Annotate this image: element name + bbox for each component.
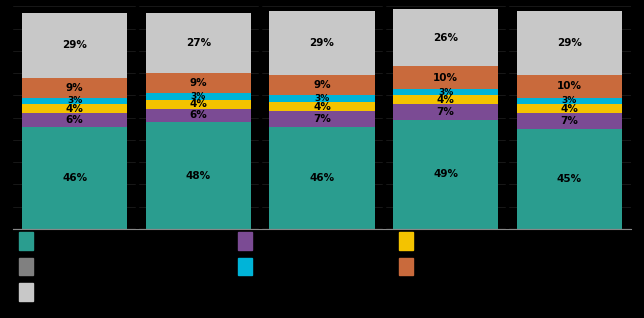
Bar	[516, 104, 622, 113]
Bar	[146, 73, 251, 93]
Text: 29%: 29%	[557, 38, 582, 48]
Bar	[22, 13, 128, 78]
Bar	[22, 127, 128, 229]
Text: 29%: 29%	[62, 40, 87, 50]
Bar	[146, 109, 251, 122]
Bar	[516, 98, 622, 104]
Text: 7%: 7%	[560, 116, 578, 126]
Bar	[516, 113, 622, 129]
Bar	[22, 98, 128, 104]
Text: 46%: 46%	[309, 173, 335, 183]
Text: 29%: 29%	[310, 38, 334, 48]
Text: 9%: 9%	[189, 78, 207, 88]
Bar	[146, 122, 251, 229]
Bar	[516, 129, 622, 229]
Text: 49%: 49%	[433, 169, 458, 179]
Bar	[22, 78, 128, 98]
Text: 45%: 45%	[556, 174, 582, 184]
Bar	[393, 9, 498, 66]
Text: 9%: 9%	[66, 83, 84, 93]
Bar	[146, 93, 251, 100]
Text: 6%: 6%	[189, 110, 207, 121]
Text: 7%: 7%	[313, 114, 331, 124]
Bar	[269, 75, 375, 95]
Text: 4%: 4%	[560, 104, 578, 114]
Text: 3%: 3%	[67, 96, 82, 106]
Bar	[22, 104, 128, 113]
Text: 4%: 4%	[189, 99, 207, 109]
Bar	[146, 13, 251, 73]
Bar	[22, 113, 128, 127]
Bar	[269, 11, 375, 75]
Text: 6%: 6%	[66, 115, 84, 125]
Text: 27%: 27%	[185, 38, 211, 48]
Text: 9%: 9%	[313, 80, 331, 90]
Bar	[269, 102, 375, 111]
Bar	[516, 75, 622, 98]
Bar	[516, 11, 622, 75]
Text: 3%: 3%	[562, 96, 577, 106]
Text: 4%: 4%	[437, 95, 455, 105]
Text: 10%: 10%	[557, 81, 582, 92]
Text: 4%: 4%	[66, 104, 84, 114]
Text: 4%: 4%	[313, 101, 331, 112]
Text: 48%: 48%	[185, 170, 211, 181]
Text: 3%: 3%	[314, 94, 330, 103]
Bar	[269, 111, 375, 127]
Text: 3%: 3%	[438, 87, 453, 97]
Bar	[146, 100, 251, 109]
Bar	[393, 95, 498, 104]
Text: 46%: 46%	[62, 173, 88, 183]
Bar	[393, 120, 498, 229]
Bar	[393, 89, 498, 95]
Text: 7%: 7%	[437, 107, 455, 117]
Text: 26%: 26%	[433, 32, 458, 43]
Bar	[269, 95, 375, 102]
Bar	[393, 66, 498, 89]
Text: 3%: 3%	[191, 92, 206, 101]
Bar	[393, 104, 498, 120]
Text: 10%: 10%	[433, 73, 458, 83]
Bar	[269, 127, 375, 229]
